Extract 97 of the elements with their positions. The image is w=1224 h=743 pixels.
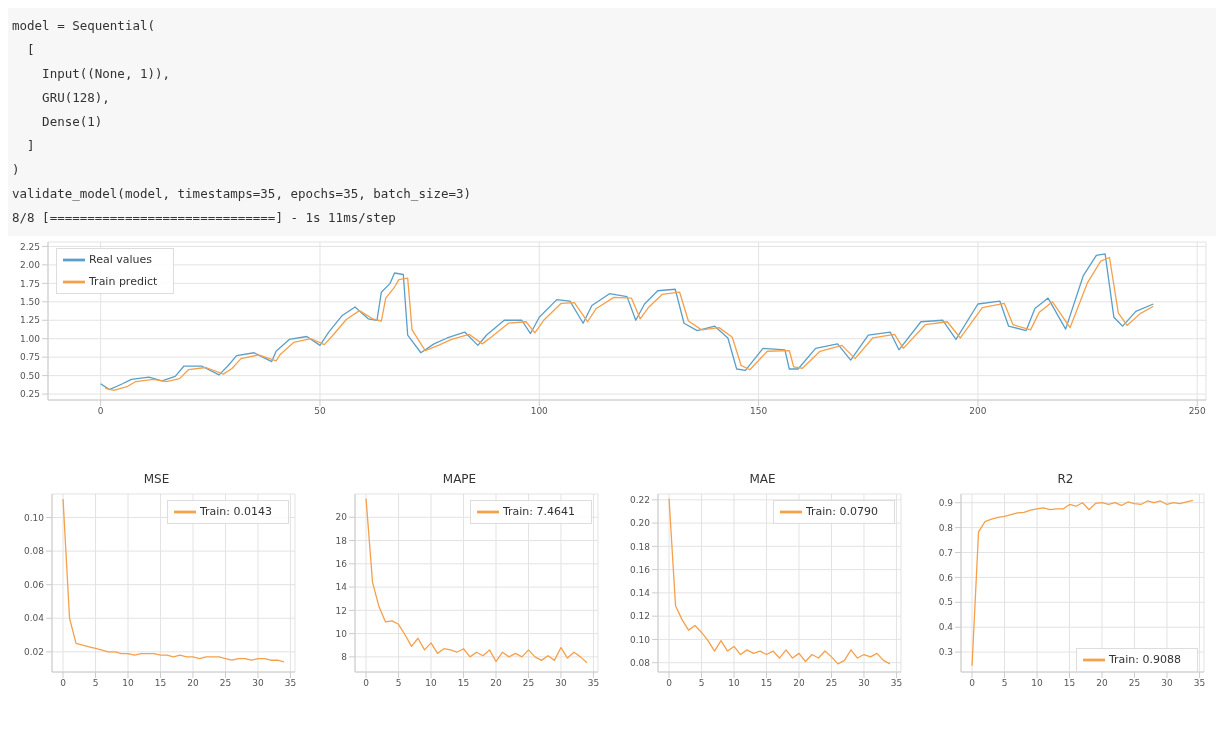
y-tick-label: 0.08: [629, 657, 651, 668]
x-tick-label: 5: [698, 678, 705, 689]
y-tick-label: 0.14: [629, 588, 651, 599]
x-tick-label: 35: [1193, 678, 1206, 689]
y-tick-label: 0.75: [19, 352, 40, 363]
x-tick-label: 10: [1031, 678, 1044, 689]
y-tick-label: 0.9: [938, 497, 954, 508]
x-tick-label: 15: [760, 678, 773, 689]
y-tick-label: 2.25: [19, 241, 40, 252]
x-tick-label: 25: [825, 678, 838, 689]
x-tick-label: 20: [187, 678, 199, 689]
y-tick-label: 8: [341, 652, 348, 663]
x-tick-label: 10: [728, 678, 741, 689]
legend-label: Real values: [89, 253, 152, 266]
chart-title: MSE: [142, 472, 171, 488]
x-tick-label: 15: [1063, 678, 1076, 689]
y-tick-label: 10: [335, 628, 348, 639]
text: ): [12, 161, 21, 179]
line-series: [971, 499, 1194, 667]
y-tick-label: 0.10: [23, 512, 45, 523]
x-tick-label: 100: [530, 406, 549, 417]
line-series: [668, 498, 891, 665]
x-tick-label: 0: [969, 678, 976, 689]
chart-title: MAPE: [441, 472, 478, 488]
x-tick-label: 20: [1096, 678, 1108, 689]
x-tick-label: 20: [490, 678, 502, 689]
y-tick-label: 18: [335, 535, 348, 546]
y-tick-label: 0.4: [938, 622, 954, 633]
y-tick-label: 1.75: [19, 278, 40, 289]
y-tick-label: 0.10: [629, 634, 651, 645]
y-tick-label: 0.06: [23, 579, 45, 590]
y-tick-label: 2.00: [19, 260, 41, 271]
y-tick-label: 1.00: [19, 333, 41, 344]
x-tick-label: 5: [92, 678, 99, 689]
x-tick-label: 25: [1128, 678, 1141, 689]
legend-label: Train: 0.9088: [1108, 653, 1181, 666]
legend-label: Train predict: [89, 275, 158, 288]
y-tick-label: 20: [335, 512, 348, 523]
x-tick-label: 10: [122, 678, 135, 689]
x-tick-label: 35: [890, 678, 903, 689]
y-tick-label: 16: [335, 559, 348, 569]
y-tick-label: 0.04: [23, 613, 45, 624]
text: GRU(128),: [41, 89, 111, 107]
y-tick-label: 0.5: [938, 597, 953, 608]
y-tick-label: 0.18: [629, 541, 651, 552]
text: model = Sequential(: [12, 17, 156, 35]
text: Input((None, 1)),: [41, 65, 172, 83]
text: ]: [26, 137, 36, 155]
legend-label: Train: 0.0790: [805, 505, 878, 518]
x-tick-label: 30: [858, 678, 870, 689]
x-tick-label: 10: [425, 678, 438, 689]
y-tick-label: 0.25: [19, 389, 40, 400]
chart-title: R2: [1056, 472, 1075, 488]
text: [: [26, 41, 36, 59]
y-tick-label: 0.22: [629, 495, 650, 506]
y-tick-label: 0.20: [629, 518, 651, 529]
x-tick-label: 0: [666, 678, 673, 689]
x-tick-label: 30: [1161, 678, 1173, 689]
x-tick-label: 25: [522, 678, 535, 689]
x-tick-label: 5: [1001, 678, 1008, 689]
x-tick-label: 50: [314, 406, 326, 417]
x-tick-label: 0: [97, 406, 104, 417]
x-tick-label: 30: [252, 678, 264, 689]
legend-label: Train: 0.0143: [199, 505, 272, 518]
x-tick-label: 30: [555, 678, 567, 689]
y-tick-label: 1.25: [19, 315, 40, 326]
x-tick-label: 0: [60, 678, 67, 689]
chart-title: MAE: [748, 472, 777, 488]
y-tick-label: 0.7: [938, 547, 953, 558]
y-tick-label: 0.16: [629, 564, 651, 575]
x-tick-label: 35: [284, 678, 297, 689]
x-tick-label: 25: [219, 678, 232, 689]
x-tick-label: 5: [395, 678, 402, 689]
y-tick-label: 0.08: [23, 546, 45, 557]
x-tick-label: 20: [793, 678, 805, 689]
line-series: [365, 498, 588, 664]
text: Dense(1): [41, 113, 104, 131]
y-tick-label: 0.50: [19, 370, 41, 381]
y-tick-label: 0.12: [629, 611, 650, 622]
x-tick-label: 0: [363, 678, 370, 689]
legend-label: Train: 7.4641: [502, 505, 575, 518]
y-tick-label: 0.8: [938, 522, 954, 533]
x-tick-label: 15: [457, 678, 470, 689]
x-tick-label: 200: [969, 406, 987, 417]
y-tick-label: 1.50: [19, 297, 41, 307]
x-tick-label: 250: [1188, 406, 1207, 417]
y-tick-label: 0.6: [938, 572, 954, 583]
x-tick-label: 35: [587, 678, 600, 689]
text: validate_model(model, timestamps=35, epochs=35, batch_size=3): [12, 185, 473, 203]
text: 8/8 [==============================] - 1s 11ms/step: [12, 209, 397, 227]
y-tick-label: 0.3: [938, 647, 953, 658]
x-tick-label: 15: [154, 678, 167, 689]
x-tick-label: 150: [750, 406, 768, 417]
line-series: [62, 498, 285, 663]
y-tick-label: 12: [335, 605, 347, 616]
y-tick-label: 0.02: [23, 647, 44, 658]
y-tick-label: 14: [335, 582, 348, 593]
